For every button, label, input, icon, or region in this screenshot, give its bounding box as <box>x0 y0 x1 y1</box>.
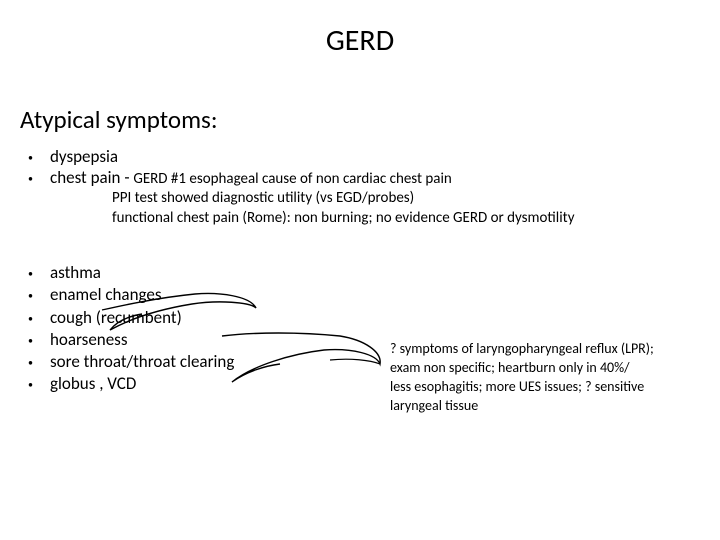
bullet-icon: • <box>28 307 50 326</box>
sub-line: PPI test showed diagnostic utility (vs E… <box>28 189 698 209</box>
slide-title: GERD <box>0 22 720 59</box>
item-text: asthma <box>50 262 698 283</box>
bullet-icon: • <box>28 284 50 303</box>
note-line: ? symptoms of laryngopharyngeal reflux (… <box>390 340 700 359</box>
list-item: • enamel changes <box>28 284 698 305</box>
item-text: cough (recumbent) <box>50 307 698 328</box>
note-line: exam non specific; heartburn only in 40%… <box>390 359 700 378</box>
list-item: • cough (recumbent) <box>28 307 698 328</box>
bullet-icon: • <box>28 373 50 392</box>
list-item: • asthma <box>28 262 698 283</box>
bullet-icon: • <box>28 329 50 348</box>
bullet-icon: • <box>28 167 50 186</box>
list-item: • dyspepsia <box>28 146 698 167</box>
item-text: dyspepsia <box>50 146 118 167</box>
bullet-list-upper: • dyspepsia • chest pain - GERD #1 esoph… <box>28 146 698 228</box>
item-text: chest pain - <box>50 167 133 188</box>
item-text: enamel changes <box>50 284 698 305</box>
side-note: ? symptoms of laryngopharyngeal reflux (… <box>390 340 700 416</box>
slide-subtitle: Atypical symptoms: <box>20 104 218 135</box>
list-item: • chest pain - GERD #1 esophageal cause … <box>28 167 698 189</box>
bullet-icon: • <box>28 262 50 281</box>
sub-line: functional chest pain (Rome): non burnin… <box>28 209 698 229</box>
slide: GERD Atypical symptoms: • dyspepsia • ch… <box>0 0 720 540</box>
note-line: less esophagitis; more UES issues; ? sen… <box>390 378 700 397</box>
bullet-icon: • <box>28 146 50 165</box>
note-line: laryngeal tissue <box>390 397 700 416</box>
item-subtext: GERD #1 esophageal cause of non cardiac … <box>133 170 451 188</box>
bullet-icon: • <box>28 351 50 370</box>
